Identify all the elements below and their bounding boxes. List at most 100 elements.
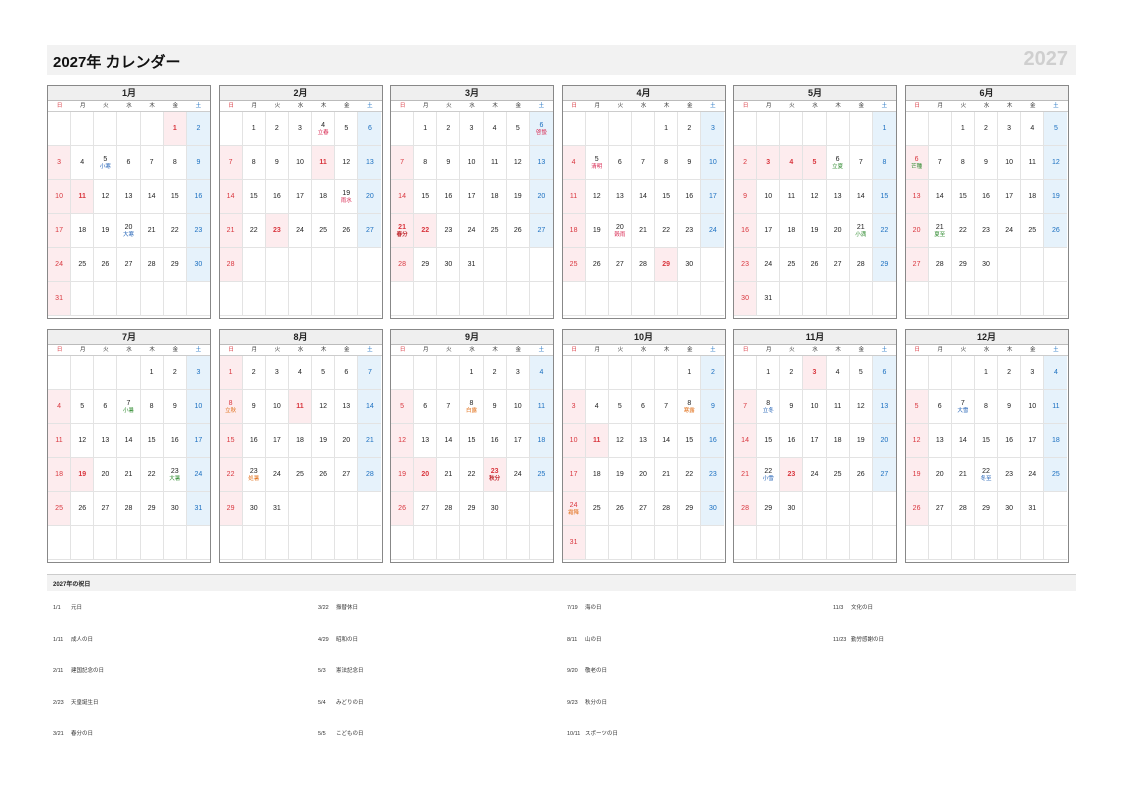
- empty-cell: [94, 526, 118, 560]
- day-cell: 15: [655, 180, 679, 214]
- day-number: 17: [569, 471, 578, 478]
- holiday-date: 3/21: [53, 731, 64, 737]
- day-cell: 6 芒種: [905, 146, 929, 180]
- day-cell: 28: [391, 248, 415, 282]
- day-cell: 18: [585, 458, 609, 492]
- day-cell: 2: [242, 356, 266, 390]
- day-cell: 10: [998, 146, 1022, 180]
- day-number: 24: [810, 471, 819, 478]
- day-cell: 7: [631, 146, 656, 180]
- solar-term-label: 小雪: [762, 475, 774, 482]
- holiday-date: 11/23: [833, 636, 847, 643]
- weekday-label: 木: [320, 103, 327, 109]
- day-number: 18: [319, 193, 328, 200]
- day-number: 12: [342, 159, 351, 166]
- month-calendar: 3月日月火水木金土 1 2 3 4 5 6 啓蟄 7 8 9 10 11 12 13 14 15 16 17 18 19…: [390, 85, 554, 319]
- day-number: 19: [342, 189, 351, 197]
- day-cell: 27: [414, 492, 438, 526]
- day-number: 6: [344, 369, 349, 376]
- day-number: 22: [170, 227, 179, 234]
- day-cell: 21: [219, 214, 243, 248]
- day-number: 14: [662, 437, 671, 444]
- day-number: 23: [170, 467, 179, 475]
- day-number: 11: [1052, 403, 1060, 410]
- empty-cell: [678, 526, 702, 560]
- day-cell: 15: [974, 424, 999, 458]
- day-number: 27: [366, 227, 374, 234]
- month-calendar: 11月日月火水木金土 1 2 3 4 5 6 7 8 立冬 9 10 11 12 13 14 15 16 17 18 1…: [733, 329, 897, 563]
- day-cell: 11: [71, 180, 95, 214]
- empty-cell: [94, 282, 118, 316]
- day-cell: 28: [734, 492, 758, 526]
- day-number: 17: [467, 193, 476, 200]
- weekday-label: 木: [663, 347, 670, 353]
- day-number: 3: [1007, 125, 1012, 132]
- day-number: 13: [935, 437, 944, 444]
- day-cell: 7: [928, 146, 952, 180]
- day-cell: 19: [803, 214, 827, 248]
- day-number: 9: [687, 159, 692, 166]
- weekday-label: 水: [469, 347, 475, 353]
- weekday-label: 月: [937, 347, 943, 353]
- weekday-label: 土: [538, 347, 545, 353]
- empty-cell: [974, 526, 999, 560]
- empty-cell: [1044, 526, 1068, 560]
- weekday-label: 月: [79, 347, 86, 353]
- day-cell: 17: [803, 424, 827, 458]
- day-number: 12: [101, 193, 110, 200]
- day-number: 19: [398, 471, 406, 478]
- empty-cell: [734, 112, 758, 146]
- holiday-date: 7/19: [567, 605, 578, 611]
- day-number: 6: [914, 155, 919, 163]
- day-number: 25: [319, 227, 328, 234]
- weekday-label: 土: [195, 103, 202, 109]
- day-number: 29: [467, 505, 476, 512]
- empty-cell: [1021, 248, 1045, 282]
- month-title: 7月: [48, 330, 210, 345]
- day-cell: 14: [928, 180, 952, 214]
- empty-cell: [826, 492, 850, 526]
- empty-cell: [437, 282, 461, 316]
- day-cell: 11: [1021, 146, 1045, 180]
- day-cell: 10: [803, 390, 827, 424]
- day-number: 1: [687, 369, 692, 376]
- holiday-name: 昭和の日: [336, 636, 359, 643]
- day-number: 26: [78, 505, 87, 512]
- empty-cell: [117, 356, 141, 390]
- day-cell: 4: [585, 390, 609, 424]
- empty-cell: [358, 282, 382, 316]
- empty-cell: [734, 356, 758, 390]
- empty-cell: [163, 526, 187, 560]
- day-number: 16: [444, 193, 453, 200]
- day-cell: 15: [163, 180, 187, 214]
- day-cell: 15: [757, 424, 781, 458]
- day-cell: 7: [219, 146, 243, 180]
- day-cell: 25: [483, 214, 507, 248]
- day-cell: 23: [186, 214, 210, 248]
- empty-cell: [437, 526, 461, 560]
- day-cell: 2: [780, 356, 804, 390]
- month-calendar: 6月日月火水木金土 1 2 3 4 5 6 芒種 7 8 9 10 11 12 13 14 15 16 17 18 19…: [904, 85, 1069, 319]
- holiday-section-header: 2027年の祝日: [47, 574, 1076, 591]
- day-cell: 14: [140, 180, 164, 214]
- day-cell: 9: [734, 180, 758, 214]
- day-cell: 30: [437, 248, 461, 282]
- solar-term-label: 白露: [465, 407, 477, 414]
- day-number: 14: [856, 193, 865, 200]
- day-cell: 30: [701, 492, 725, 526]
- day-number: 21: [124, 471, 133, 478]
- weekday-label: 火: [617, 347, 624, 353]
- day-cell: 28: [219, 248, 243, 282]
- day-number: 6: [423, 403, 428, 410]
- solar-term-label: 大寒: [122, 231, 134, 238]
- empty-cell: [1044, 282, 1068, 316]
- day-cell: 30: [483, 492, 507, 526]
- day-number: 7: [641, 159, 645, 166]
- day-cell: 6: [631, 390, 656, 424]
- holiday-item: 5/3 憲法記念日: [318, 666, 364, 674]
- day-number: 4: [321, 121, 326, 129]
- day-number: 6: [641, 403, 645, 410]
- weekday-label: 火: [446, 347, 452, 353]
- day-cell: 16: [483, 424, 507, 458]
- day-cell: 20: [928, 458, 952, 492]
